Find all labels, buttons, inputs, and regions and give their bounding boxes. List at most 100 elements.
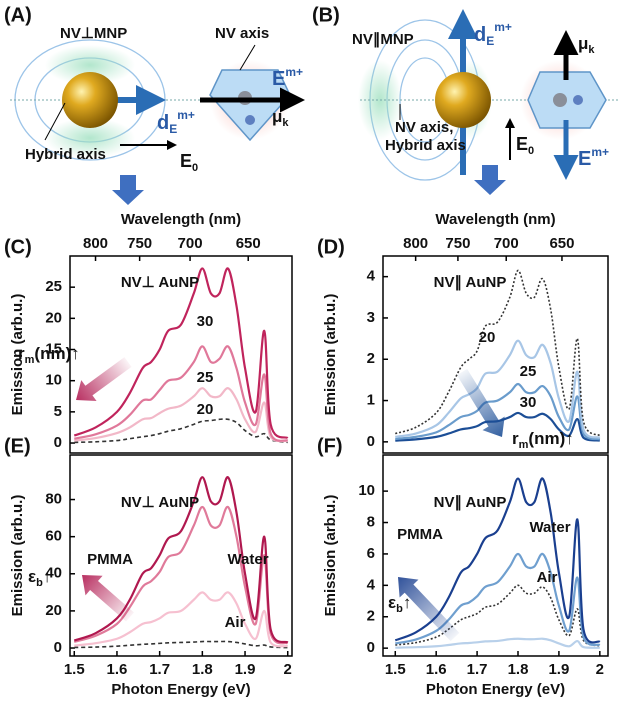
series-line bbox=[74, 346, 287, 441]
x-tick-label: 1.5 bbox=[64, 661, 85, 678]
y-tick-label: 0 bbox=[367, 433, 375, 450]
charts: (C)Emission (arb.u.)05101520258007507006… bbox=[4, 211, 608, 698]
incident-label: E0 bbox=[180, 151, 198, 174]
annotation-symbol: ε bbox=[28, 567, 36, 586]
superscript: m+ bbox=[177, 108, 195, 122]
dipole-label: dEm+ bbox=[474, 20, 512, 48]
annotation-subscript: m bbox=[25, 354, 35, 366]
x-tick-label: 1.7 bbox=[149, 661, 170, 678]
subscript: E bbox=[486, 34, 494, 48]
annotation-suffix: ↑ bbox=[403, 593, 412, 612]
x2-tick-label: 700 bbox=[494, 235, 519, 252]
subscript: k bbox=[282, 117, 289, 129]
axis-note: Hybrid axis bbox=[385, 137, 466, 154]
figure: (A) NV⊥MNP NV axis Hybrid axis dEm+ Em+ … bbox=[0, 0, 618, 703]
symbol: μ bbox=[578, 34, 588, 53]
x2-axis-label: Wavelength (nm) bbox=[435, 211, 555, 228]
series-label: Water bbox=[227, 551, 268, 568]
x-tick-label: 1.8 bbox=[192, 661, 213, 678]
x-tick-label: 1.6 bbox=[107, 661, 128, 678]
y-tick-label: 1 bbox=[367, 392, 375, 409]
x-tick-label: 1.9 bbox=[235, 661, 256, 678]
x2-tick-label: 650 bbox=[549, 235, 574, 252]
y-tick-label: 60 bbox=[45, 528, 62, 545]
symbol: d bbox=[157, 112, 169, 134]
y-tick-label: 20 bbox=[45, 309, 62, 326]
x-axis-label: Photon Energy (eV) bbox=[426, 681, 565, 698]
x2-tick-label: 700 bbox=[178, 235, 203, 252]
series-line bbox=[74, 507, 287, 644]
y-tick-label: 25 bbox=[45, 278, 62, 295]
diagram-b: (B) NV∥MNP NV axis, Hybrid axis dEm+ Em+… bbox=[312, 4, 618, 195]
superscript: m+ bbox=[285, 65, 303, 79]
superscript: m+ bbox=[591, 145, 609, 159]
y-tick-label: 0 bbox=[54, 434, 62, 451]
symbol: E bbox=[180, 151, 192, 171]
chart-title: NV∥ AuNP bbox=[434, 494, 507, 511]
series-line bbox=[395, 270, 600, 435]
x-tick-label: 1.6 bbox=[426, 661, 447, 678]
diagram-title: NV∥MNP bbox=[352, 31, 414, 48]
symbol: E bbox=[578, 148, 591, 170]
dipole-label: dEm+ bbox=[157, 108, 195, 136]
x-tick-label: 2 bbox=[284, 661, 292, 678]
panel-label: (C) bbox=[4, 236, 32, 258]
x2-tick-label: 750 bbox=[445, 235, 470, 252]
y-tick-label: 6 bbox=[367, 545, 375, 562]
panel-label: (B) bbox=[312, 4, 340, 26]
y-axis-label: Emission (arb.u.) bbox=[322, 495, 339, 617]
series-label: 30 bbox=[197, 313, 214, 330]
symbol: E bbox=[516, 134, 528, 154]
x-axis-label: Photon Energy (eV) bbox=[111, 681, 250, 698]
y-tick-label: 0 bbox=[54, 639, 62, 656]
nv-axis-label: NV axis bbox=[215, 25, 269, 42]
moment-label: μk bbox=[578, 34, 595, 55]
hybrid-axis-label: Hybrid axis bbox=[25, 146, 106, 163]
x-tick-label: 1.7 bbox=[467, 661, 488, 678]
annotation: εb↑ bbox=[28, 567, 51, 588]
y-tick-label: 80 bbox=[45, 491, 62, 508]
y-tick-label: 8 bbox=[367, 513, 375, 530]
y-tick-label: 20 bbox=[45, 602, 62, 619]
x-tick-label: 1.5 bbox=[385, 661, 406, 678]
subscript: 0 bbox=[528, 145, 534, 157]
symbol: d bbox=[474, 24, 486, 46]
series-label: Air bbox=[537, 569, 558, 586]
series-label: 30 bbox=[520, 394, 537, 411]
y-axis-label: Emission (arb.u.) bbox=[322, 294, 339, 416]
annotation-suffix: (nm)↑ bbox=[528, 429, 573, 448]
series-label: 25 bbox=[197, 369, 214, 386]
series-label: 20 bbox=[197, 401, 214, 418]
series-line bbox=[74, 388, 287, 441]
series-label: 25 bbox=[520, 363, 537, 380]
annotation-suffix: (nm)↑ bbox=[34, 344, 79, 363]
series-label: Air bbox=[225, 614, 246, 631]
y-tick-label: 2 bbox=[367, 608, 375, 625]
y-tick-label: 0 bbox=[367, 639, 375, 656]
symbol: E bbox=[272, 68, 285, 90]
annotation-symbol: ε bbox=[388, 593, 396, 612]
diagram-title: NV⊥MNP bbox=[60, 25, 127, 42]
panel-label: (A) bbox=[4, 4, 32, 26]
trend-arrow bbox=[76, 357, 132, 401]
axis-note: NV axis, bbox=[395, 119, 453, 136]
subscript: E bbox=[169, 122, 177, 136]
series-line bbox=[395, 639, 600, 648]
x2-axis-label: Wavelength (nm) bbox=[121, 211, 241, 228]
subscript: k bbox=[588, 44, 595, 56]
y-axis-label: Emission (arb.u.) bbox=[9, 495, 26, 617]
superscript: m+ bbox=[494, 20, 512, 34]
panel-label: (D) bbox=[317, 236, 345, 258]
chart-title: NV∥ AuNP bbox=[434, 274, 507, 291]
field-label: Em+ bbox=[578, 145, 609, 170]
annotation-suffix: ↑ bbox=[43, 567, 52, 586]
symbol: μ bbox=[272, 107, 282, 126]
panel-label: (E) bbox=[4, 435, 31, 457]
series-line bbox=[74, 268, 287, 438]
x-tick-label: 2 bbox=[596, 661, 604, 678]
x-tick-label: 1.9 bbox=[548, 661, 569, 678]
x2-tick-label: 750 bbox=[127, 235, 152, 252]
y-tick-label: 10 bbox=[358, 482, 375, 499]
x2-tick-label: 800 bbox=[83, 235, 108, 252]
series-label: Water bbox=[529, 519, 570, 536]
